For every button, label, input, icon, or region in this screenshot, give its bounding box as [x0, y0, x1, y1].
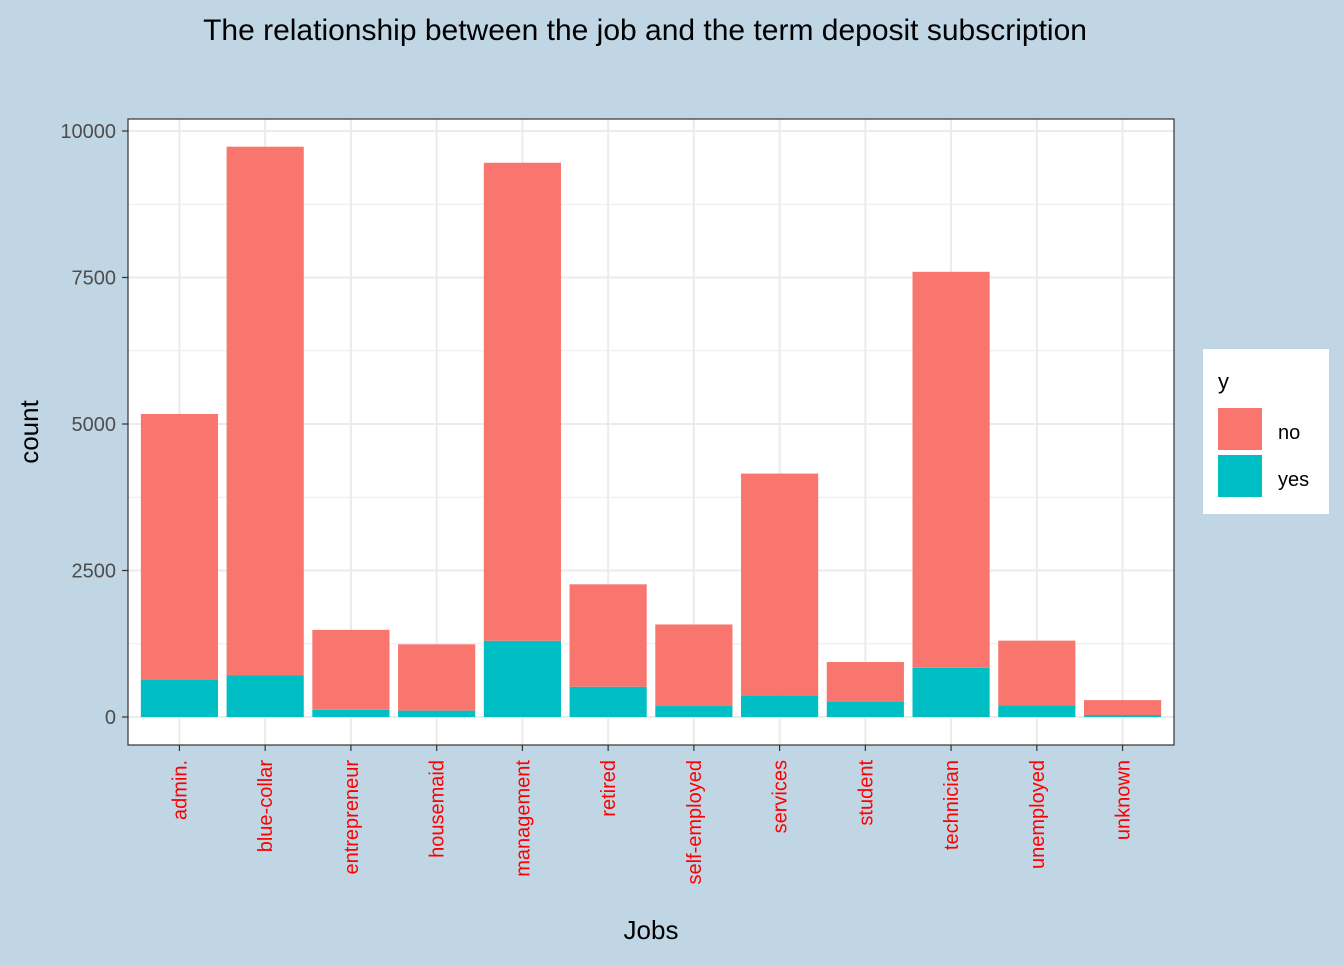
y-axis: 0 2500 5000 7500 10000	[60, 121, 128, 729]
bar-yes	[655, 706, 733, 717]
legend-key-yes	[1218, 455, 1262, 497]
chart-title: The relationship between the job and the…	[203, 14, 1087, 47]
x-axis-label: Jobs	[624, 915, 679, 945]
x-tick-label: unknown	[1113, 760, 1135, 840]
legend-label-yes: yes	[1278, 469, 1309, 491]
bar-yes	[912, 667, 990, 717]
y-tick-label: 7500	[72, 268, 117, 290]
bar-no	[655, 624, 733, 707]
bar-no	[140, 413, 219, 681]
legend-key-no	[1218, 408, 1262, 450]
y-tick-label: 2500	[72, 561, 117, 583]
bar-yes	[1083, 715, 1162, 717]
x-tick-label: unemployed	[1027, 760, 1049, 869]
y-axis-label: count	[14, 399, 44, 463]
bar-yes	[312, 709, 390, 717]
x-tick-label: housemaid	[427, 760, 449, 858]
bar-yes	[483, 640, 561, 717]
y-tick-label: 0	[105, 707, 116, 729]
bar-no	[826, 662, 904, 702]
x-tick-label: admin.	[169, 760, 191, 820]
bar-no	[998, 640, 1076, 706]
bar-no	[398, 644, 476, 711]
y-tick-label: 5000	[72, 414, 117, 436]
bars	[140, 146, 1162, 717]
bar-yes	[998, 705, 1076, 717]
bar-no	[483, 162, 561, 641]
x-tick-label: student	[855, 760, 877, 826]
x-tick-label: services	[770, 760, 792, 833]
legend-label-no: no	[1278, 422, 1300, 444]
bar-yes	[226, 675, 304, 717]
x-tick-label: management	[512, 760, 534, 877]
legend-title: y	[1218, 369, 1229, 394]
x-tick-label: self-employed	[684, 760, 706, 885]
bar-no	[569, 584, 647, 687]
x-tick-label: blue-collar	[255, 760, 277, 853]
bar-yes	[398, 710, 476, 717]
x-tick-label: entrepreneur	[341, 760, 363, 875]
bar-yes	[826, 701, 904, 717]
x-tick-label: retired	[598, 760, 620, 817]
y-tick-label: 10000	[60, 121, 116, 143]
plot-border	[127, 118, 1175, 746]
bar-no	[1083, 700, 1162, 716]
bar-no	[226, 146, 304, 676]
bar-yes	[140, 680, 219, 717]
legend: y no yes	[1203, 349, 1329, 514]
bar-yes	[741, 695, 819, 717]
bar-no	[312, 629, 390, 710]
x-tick-label: technician	[941, 760, 963, 850]
bar-no	[912, 271, 990, 668]
x-axis: admin. blue-collar entrepreneur housemaid ma…	[169, 745, 1135, 885]
bar-yes	[569, 686, 647, 717]
bar-no	[741, 473, 819, 696]
